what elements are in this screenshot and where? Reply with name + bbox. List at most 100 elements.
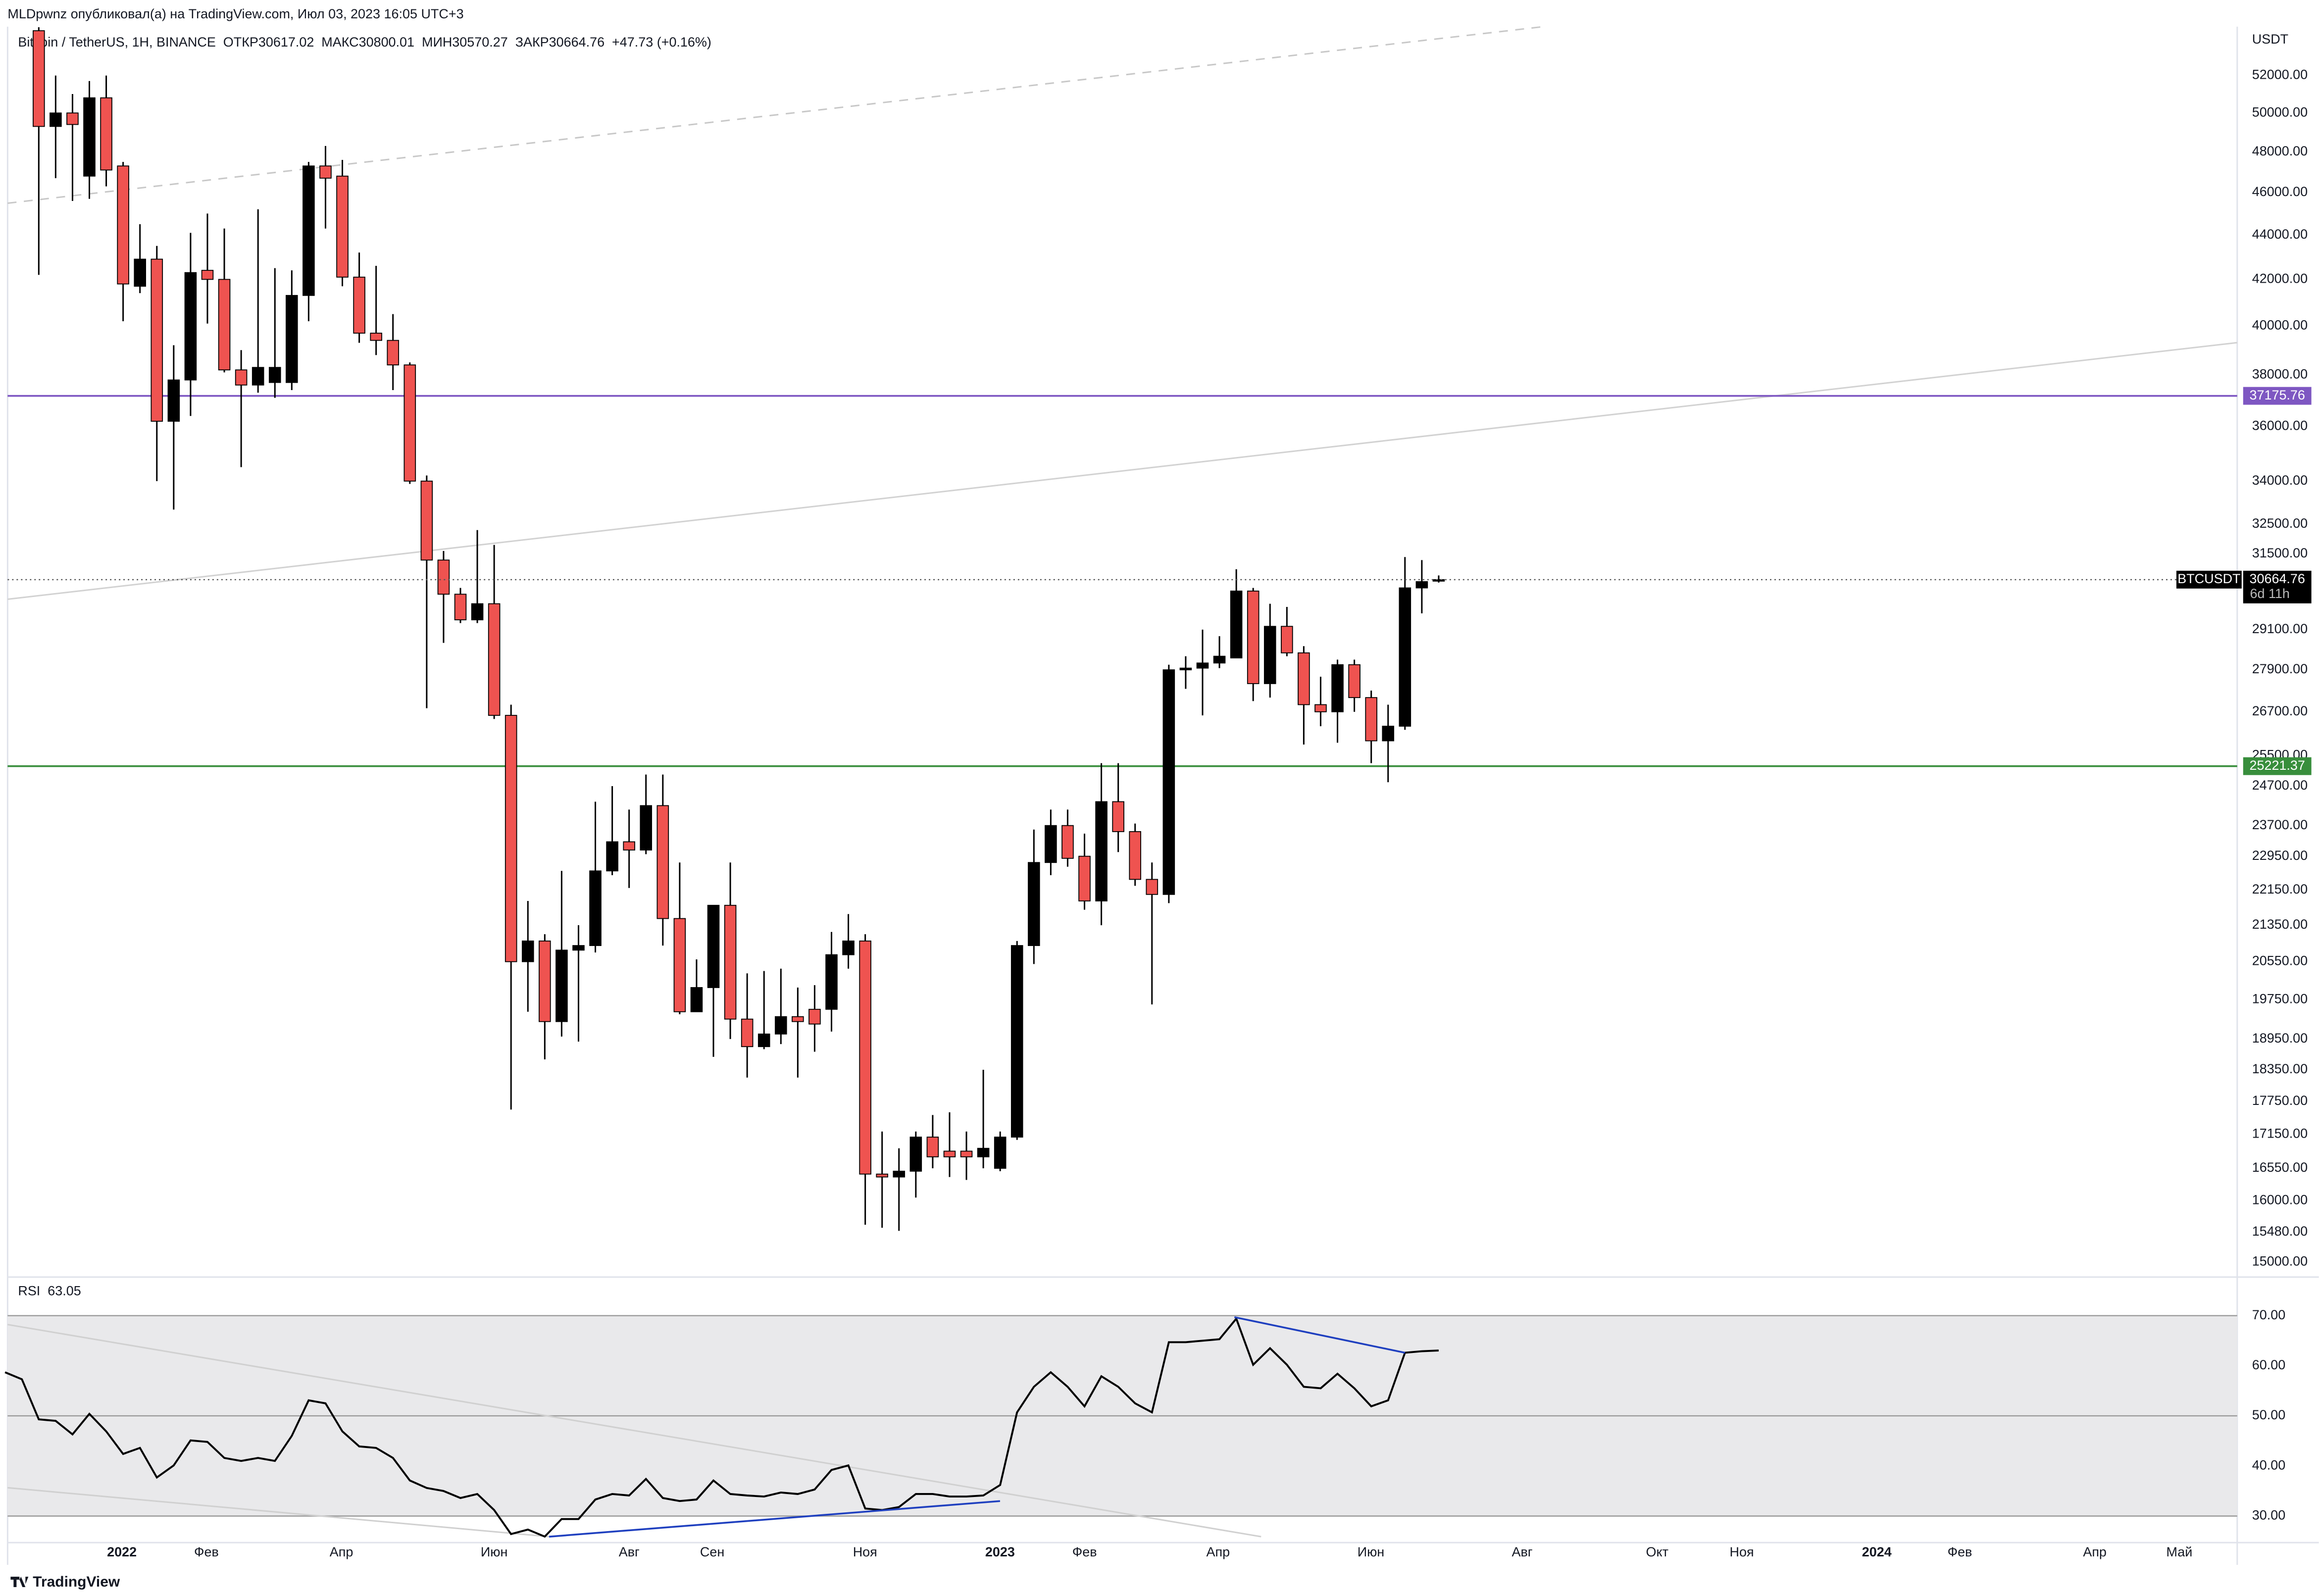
x-tick-label: Май [2167, 1545, 2193, 1559]
candle-body [1129, 831, 1141, 880]
y-tick-label: 50.00 [2252, 1407, 2285, 1422]
y-tick-label: 18950.00 [2252, 1031, 2308, 1046]
countdown: 6d 11h [2250, 586, 2289, 601]
candle-body [926, 1137, 939, 1157]
y-tick-label: 46000.00 [2252, 184, 2308, 199]
x-tick-label: Окт [1646, 1545, 1668, 1559]
ohlc-label: ОТКР [223, 35, 258, 50]
trend-line [7, 26, 1543, 204]
candle-body [808, 1008, 821, 1025]
candle-body [252, 367, 264, 386]
candle-body [134, 258, 146, 287]
candle-body [1432, 579, 1445, 582]
candle-body [1399, 587, 1412, 727]
candle-body [825, 954, 838, 1010]
x-tick-label: 2024 [1862, 1545, 1892, 1559]
candle-body [1028, 862, 1040, 946]
x-tick-label: 2022 [107, 1545, 137, 1559]
candle-body [1365, 697, 1377, 742]
symbol-info: Bitcoin / TetherUS, 1Н, BINANCE ОТКР30617… [18, 35, 711, 50]
candle-body [521, 940, 534, 962]
x-tick-label: Ноя [1730, 1545, 1754, 1559]
divergence-line [1234, 1316, 1406, 1354]
layout [6, 26, 2319, 1565]
candle-body [1348, 664, 1361, 698]
x-tick-label: Июн [1358, 1545, 1384, 1559]
candle-body [1078, 855, 1091, 901]
candle-body [893, 1170, 906, 1178]
y-tick-label: 15000.00 [2252, 1254, 2308, 1269]
x-tick-label: Фев [1072, 1545, 1097, 1559]
candle-body [539, 940, 551, 1022]
x-tick-label: Апр [330, 1545, 353, 1559]
y-tick-label: 20550.00 [2252, 953, 2308, 968]
candle-body [319, 165, 332, 179]
candle-body [370, 333, 382, 341]
y-tick-label: 40000.00 [2252, 318, 2308, 333]
y-tick-label: 30.00 [2252, 1508, 2285, 1523]
candle-body [1314, 704, 1327, 712]
candle-body [842, 940, 855, 955]
candle-body [1230, 591, 1243, 658]
candle-body [1331, 664, 1344, 712]
candle-body [302, 165, 315, 296]
y-tick-label: 16000.00 [2252, 1192, 2308, 1207]
ohlc-value: 30617.02 [258, 35, 314, 50]
y-tick-label: 26700.00 [2252, 703, 2308, 718]
y-tick-label: 42000.00 [2252, 271, 2308, 286]
candle-body [1010, 945, 1023, 1138]
trend-line [7, 342, 2237, 600]
current-price: 30664.76 [2249, 571, 2305, 586]
candle-body [471, 603, 484, 620]
current-price-box [2243, 570, 2312, 603]
candle-body [555, 949, 568, 1022]
y-tick-label: 52000.00 [2252, 67, 2308, 82]
x-tick-label: Авг [619, 1545, 640, 1559]
ohlc-value: 30570.27 [452, 35, 507, 50]
candle-body [741, 1018, 754, 1047]
candle-body [656, 805, 669, 919]
x-tick-label: Сен [700, 1545, 724, 1559]
x-tick-label: Авг [1512, 1545, 1533, 1559]
candle-body [1196, 662, 1209, 669]
y-tick-label: 21350.00 [2252, 917, 2308, 932]
candle-body [403, 364, 416, 482]
y-tick-label: 38000.00 [2252, 366, 2308, 381]
y-tick-label: 27900.00 [2252, 661, 2308, 676]
candle-body [1095, 801, 1108, 901]
candle-body [117, 165, 129, 285]
candle-body [792, 1016, 804, 1022]
y-tick-label: 34000.00 [2252, 473, 2308, 488]
y-tick-label: 31500.00 [2252, 546, 2308, 560]
y-tick-label: 24700.00 [2252, 778, 2308, 793]
candle-body [775, 1016, 787, 1035]
y-tick-label: 15480.00 [2252, 1224, 2308, 1239]
candle-body [437, 559, 450, 595]
x-tick-label: Июн [481, 1545, 507, 1559]
y-tick-label: 19750.00 [2252, 991, 2308, 1006]
candle-body [623, 841, 635, 850]
y-tick-label: 17150.00 [2252, 1126, 2308, 1141]
y-tick-label: 23700.00 [2252, 817, 2308, 832]
y-tick-label: 29100.00 [2252, 621, 2308, 636]
rsi-legend: RSI 63.05 [18, 1284, 81, 1298]
candle-body [757, 1033, 770, 1047]
candle-body [876, 1173, 888, 1178]
candle-body [707, 904, 720, 988]
price-label-box [2243, 757, 2312, 775]
candle-body [336, 175, 349, 278]
x-tick-label: 2023 [985, 1545, 1015, 1559]
x-tick-label: Фев [194, 1545, 219, 1559]
candle-body [1382, 726, 1395, 742]
candle-body [268, 367, 281, 383]
candle-body [994, 1137, 1007, 1169]
divergence-line [549, 1500, 1001, 1538]
candle-body [184, 272, 197, 381]
symbol: Bitcoin / TetherUS, 1Н, BINANCE [18, 35, 215, 50]
candle-body [909, 1137, 922, 1172]
ohlc-value: 30800.01 [359, 35, 414, 50]
candle-body [1061, 825, 1074, 859]
y-tick-label: 36000.00 [2252, 418, 2308, 433]
y-tick-label: 22950.00 [2252, 848, 2308, 863]
